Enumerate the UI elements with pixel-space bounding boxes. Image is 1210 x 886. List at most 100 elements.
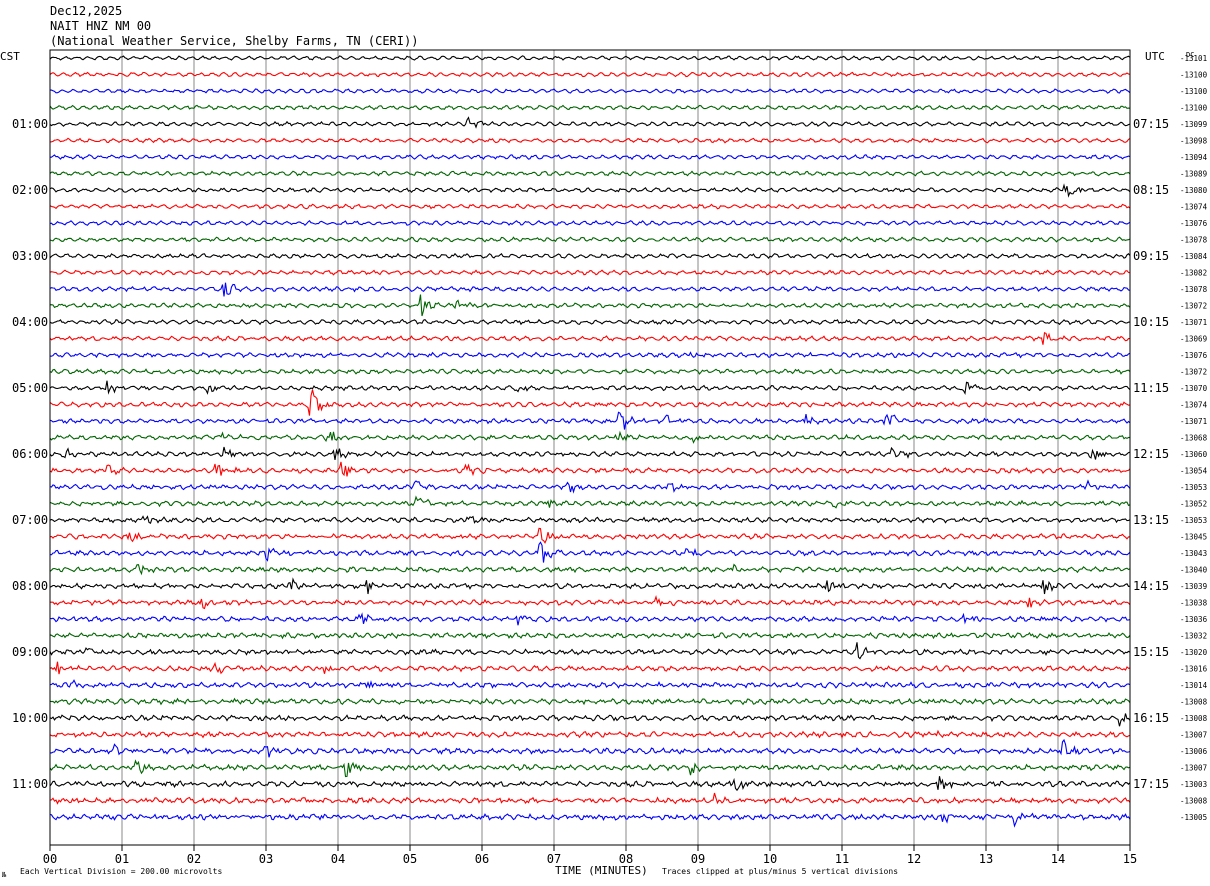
trace-line — [49, 812, 1131, 828]
cst-hour-label: 06:00 — [12, 447, 48, 461]
dc-offset-label: -13084 — [1180, 252, 1208, 261]
dc-offset-label: -13032 — [1180, 632, 1207, 641]
utc-hour-label: 13:15 — [1133, 513, 1169, 527]
trace-line — [49, 351, 1131, 359]
x-tick-label: 07 — [547, 852, 561, 866]
cst-hour-label: 02:00 — [12, 183, 48, 197]
network-name: (National Weather Service, Shelby Farms,… — [50, 34, 419, 48]
dc-offset-label: -13008 — [1180, 714, 1208, 723]
dc-offset-label: -13078 — [1180, 236, 1208, 245]
utc-hour-label: 09:15 — [1133, 249, 1169, 263]
dc-offset-label: -13101 — [1180, 54, 1207, 63]
dc-offset-label: -13007 — [1180, 764, 1207, 773]
dc-offset-label: -13006 — [1180, 747, 1208, 756]
trace-line — [49, 389, 1131, 416]
trace-line — [49, 380, 1131, 396]
dc-offset-label: -13052 — [1180, 500, 1207, 509]
dc-offset-label: -13071 — [1180, 318, 1207, 327]
dc-offset-label: -13070 — [1180, 384, 1208, 393]
trace-line — [49, 282, 1131, 297]
dc-label: DC — [1186, 51, 1194, 59]
dc-offset-label: -13045 — [1180, 533, 1207, 542]
cst-hour-label: 10:00 — [12, 711, 48, 725]
utc-hour-label: 10:15 — [1133, 315, 1169, 329]
dc-offset-label: -13053 — [1180, 516, 1207, 525]
x-tick-label: 12 — [907, 852, 921, 866]
clip-note: Traces clipped at plus/minus 5 vertical … — [662, 867, 898, 876]
utc-hour-label: 16:15 — [1133, 711, 1169, 725]
trace-line — [50, 541, 1131, 563]
trace-line — [49, 252, 1131, 259]
x-tick-label: 08 — [619, 852, 633, 866]
utc-axis-label: UTC — [1145, 50, 1165, 63]
dc-offset-label: -13043 — [1180, 549, 1207, 558]
x-tick-label: 10 — [763, 852, 777, 866]
dc-offset-label: -13036 — [1180, 615, 1208, 624]
trace-line — [49, 116, 1131, 129]
dc-offset-label: -13060 — [1180, 450, 1208, 459]
dc-offset-label: -13080 — [1180, 186, 1208, 195]
utc-hour-label: 12:15 — [1133, 447, 1169, 461]
dc-offset-label: -13072 — [1180, 302, 1207, 311]
dc-offset-label: -13069 — [1180, 335, 1207, 344]
utc-hour-label: 17:15 — [1133, 777, 1169, 791]
dc-offset-label: -13038 — [1180, 599, 1208, 608]
scale-note: Each Vertical Division = 200.00 microvol… — [20, 867, 222, 876]
dc-offset-label: -13040 — [1180, 566, 1208, 575]
dc-offset-label: -13078 — [1180, 285, 1208, 294]
utc-hour-label: 07:15 — [1133, 117, 1169, 131]
dc-offset-label: -13053 — [1180, 483, 1207, 492]
trace-line — [49, 713, 1131, 727]
dc-offset-label: -13003 — [1180, 780, 1207, 789]
trace-line — [50, 154, 1131, 161]
dc-offset-label: -13068 — [1180, 434, 1208, 443]
trace-line — [49, 577, 1131, 595]
trace-line — [49, 219, 1131, 226]
dc-offset-label: -13014 — [1180, 681, 1208, 690]
trace-line — [49, 269, 1131, 276]
dc-offset-label: -13099 — [1180, 120, 1207, 129]
dc-offset-label: -13072 — [1180, 368, 1207, 377]
dc-offset-label: -13100 — [1180, 104, 1208, 113]
trace-line — [49, 294, 1131, 317]
trace-line — [49, 631, 1131, 640]
dc-offset-label: -13100 — [1180, 71, 1208, 80]
x-tick-label: 02 — [187, 852, 201, 866]
trace-line — [49, 661, 1131, 675]
utc-hour-label: 11:15 — [1133, 381, 1169, 395]
dc-offset-label: -13020 — [1180, 648, 1208, 657]
trace-line — [49, 776, 1131, 792]
cst-hour-label: 07:00 — [12, 513, 48, 527]
trace-line — [49, 368, 1131, 376]
footer-mark: № — [1, 871, 7, 879]
trace-line — [49, 792, 1131, 805]
dc-offset-label: -13082 — [1180, 269, 1207, 278]
dc-offset-label: -13074 — [1180, 203, 1208, 212]
trace-line — [49, 411, 1131, 430]
trace-line — [49, 430, 1131, 444]
utc-hour-label: 15:15 — [1133, 645, 1169, 659]
x-tick-label: 00 — [43, 852, 57, 866]
x-tick-label: 06 — [475, 852, 489, 866]
trace-line — [49, 515, 1131, 524]
cst-axis-label: CST — [0, 50, 20, 63]
dc-offset-label: -13074 — [1180, 401, 1208, 410]
trace-line — [49, 479, 1131, 494]
trace-line — [49, 612, 1131, 626]
trace-line — [49, 55, 1131, 61]
trace-line — [49, 203, 1131, 210]
trace-line — [49, 183, 1131, 198]
trace-line — [50, 595, 1131, 610]
utc-hour-label: 14:15 — [1133, 579, 1169, 593]
dc-offset-label: -13005 — [1180, 813, 1207, 822]
dc-offset-label: -13008 — [1180, 698, 1208, 707]
dc-offset-label: -13100 — [1180, 87, 1208, 96]
dc-offset-label: -13007 — [1180, 731, 1207, 740]
x-tick-label: 11 — [835, 852, 849, 866]
x-tick-label: 01 — [115, 852, 129, 866]
trace-line — [49, 446, 1131, 460]
cst-hour-label: 01:00 — [12, 117, 48, 131]
cst-hour-label: 04:00 — [12, 315, 48, 329]
trace-line — [49, 332, 1130, 345]
